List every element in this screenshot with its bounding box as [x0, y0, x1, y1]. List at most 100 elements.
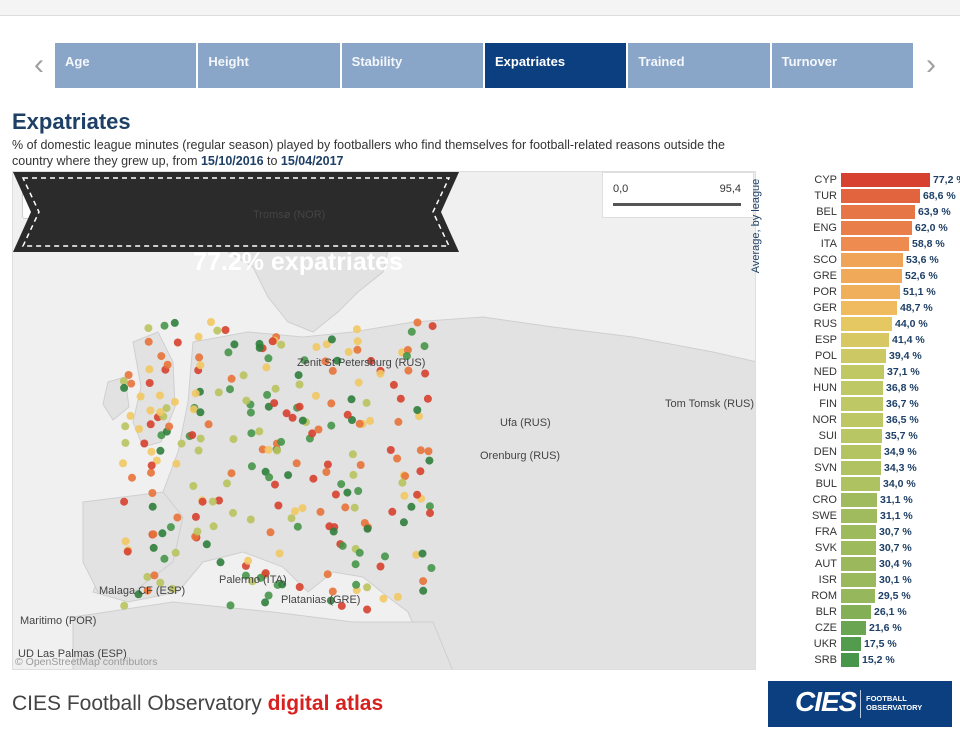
club-dot[interactable] — [344, 347, 353, 356]
bar-ukr[interactable] — [841, 637, 861, 651]
bar-swe[interactable] — [841, 509, 877, 523]
club-dot[interactable] — [321, 357, 330, 366]
bar-ita[interactable] — [841, 237, 909, 251]
club-dot[interactable] — [424, 447, 433, 456]
club-dot[interactable] — [337, 601, 346, 610]
club-dot[interactable] — [363, 524, 372, 533]
club-dot[interactable] — [323, 460, 332, 469]
club-dot[interactable] — [413, 318, 422, 327]
club-dot[interactable] — [282, 409, 291, 418]
club-dot[interactable] — [355, 419, 364, 428]
tab-age[interactable]: Age — [55, 43, 197, 88]
club-dot[interactable] — [123, 547, 132, 556]
club-dot[interactable] — [147, 447, 156, 456]
tab-turnover[interactable]: Turnover — [771, 43, 913, 88]
club-dot[interactable] — [208, 497, 217, 506]
club-dot[interactable] — [356, 461, 365, 469]
club-dot[interactable] — [216, 558, 225, 567]
bar-row-sui[interactable]: SUI 35,7 % — [810, 428, 960, 444]
club-dot[interactable] — [419, 577, 428, 586]
bar-cro[interactable] — [841, 493, 877, 507]
bar-row-blr[interactable]: BLR 26,1 % — [810, 604, 960, 620]
club-dot[interactable] — [172, 459, 181, 468]
club-dot[interactable] — [207, 318, 215, 326]
club-dot[interactable] — [416, 467, 425, 476]
bar-rus[interactable] — [841, 317, 892, 331]
club-dot[interactable] — [165, 422, 174, 431]
club-dot[interactable] — [328, 587, 337, 596]
club-dot[interactable] — [328, 366, 337, 375]
club-dot[interactable] — [213, 326, 222, 335]
club-dot[interactable] — [388, 507, 397, 516]
club-dot[interactable] — [227, 374, 236, 383]
club-dot[interactable] — [124, 371, 133, 379]
bar-row-cze[interactable]: CZE 21,6 % — [810, 620, 960, 636]
club-dot[interactable] — [288, 413, 297, 422]
club-dot[interactable] — [145, 365, 154, 374]
bar-row-rom[interactable]: ROM 29,5 % — [810, 588, 960, 604]
bar-fin[interactable] — [841, 397, 883, 411]
club-dot[interactable] — [277, 437, 286, 446]
club-dot[interactable] — [264, 445, 273, 454]
club-dot[interactable] — [189, 482, 198, 490]
club-dot[interactable] — [247, 462, 256, 471]
club-dot[interactable] — [266, 528, 275, 537]
club-dot[interactable] — [298, 416, 307, 425]
club-dot[interactable] — [419, 586, 428, 595]
club-dot[interactable] — [295, 402, 304, 411]
club-dot[interactable] — [428, 322, 437, 331]
club-dot[interactable] — [348, 450, 357, 459]
club-dot[interactable] — [244, 556, 253, 565]
bar-rom[interactable] — [841, 589, 875, 603]
club-dot[interactable] — [196, 434, 205, 443]
tab-stability[interactable]: Stability — [341, 43, 483, 88]
bar-row-srb[interactable]: SRB 15,2 % — [810, 652, 960, 668]
club-dot[interactable] — [327, 399, 336, 408]
club-dot[interactable] — [191, 512, 200, 521]
bar-row-tur[interactable]: TUR 68,6 % — [810, 188, 960, 204]
club-dot[interactable] — [140, 439, 149, 448]
club-dot[interactable] — [168, 584, 177, 593]
bar-row-aut[interactable]: AUT 30,4 % — [810, 556, 960, 572]
club-dot[interactable] — [413, 406, 422, 414]
club-dot[interactable] — [177, 439, 186, 448]
bar-cze[interactable] — [841, 621, 866, 635]
club-dot[interactable] — [261, 569, 270, 578]
club-dot[interactable] — [121, 422, 130, 431]
club-dot[interactable] — [400, 491, 409, 500]
club-dot[interactable] — [226, 601, 235, 610]
club-dot[interactable] — [230, 340, 239, 349]
club-dot[interactable] — [255, 427, 264, 436]
club-dot[interactable] — [295, 380, 304, 389]
club-dot[interactable] — [120, 383, 129, 392]
club-dot[interactable] — [421, 369, 430, 378]
club-dot[interactable] — [173, 513, 182, 522]
club-dot[interactable] — [198, 497, 207, 506]
club-dot[interactable] — [314, 425, 323, 434]
club-dot[interactable] — [413, 490, 422, 499]
club-dot[interactable] — [362, 398, 371, 407]
club-dot[interactable] — [352, 325, 361, 334]
club-dot[interactable] — [221, 326, 230, 334]
bar-sco[interactable] — [841, 253, 903, 267]
club-dot[interactable] — [427, 564, 436, 572]
club-dot[interactable] — [163, 360, 172, 369]
club-dot[interactable] — [241, 571, 250, 580]
club-dot[interactable] — [146, 420, 155, 429]
club-dot[interactable] — [363, 605, 372, 614]
map-canvas[interactable] — [13, 172, 756, 670]
club-dot[interactable] — [170, 318, 179, 327]
club-dot[interactable] — [229, 435, 238, 444]
bar-row-bul[interactable]: BUL 34,0 % — [810, 476, 960, 492]
club-dot[interactable] — [150, 571, 159, 580]
club-dot[interactable] — [135, 425, 143, 433]
bar-row-ger[interactable]: GER 48,7 % — [810, 300, 960, 316]
club-dot[interactable] — [127, 379, 136, 388]
club-dot[interactable] — [246, 408, 255, 417]
bar-row-esp[interactable]: ESP 41,4 % — [810, 332, 960, 348]
club-dot[interactable] — [426, 509, 434, 518]
club-dot[interactable] — [403, 346, 412, 354]
club-dot[interactable] — [120, 497, 129, 506]
bar-row-cro[interactable]: CRO 31,1 % — [810, 492, 960, 508]
bar-row-ned[interactable]: NED 37,1 % — [810, 364, 960, 380]
